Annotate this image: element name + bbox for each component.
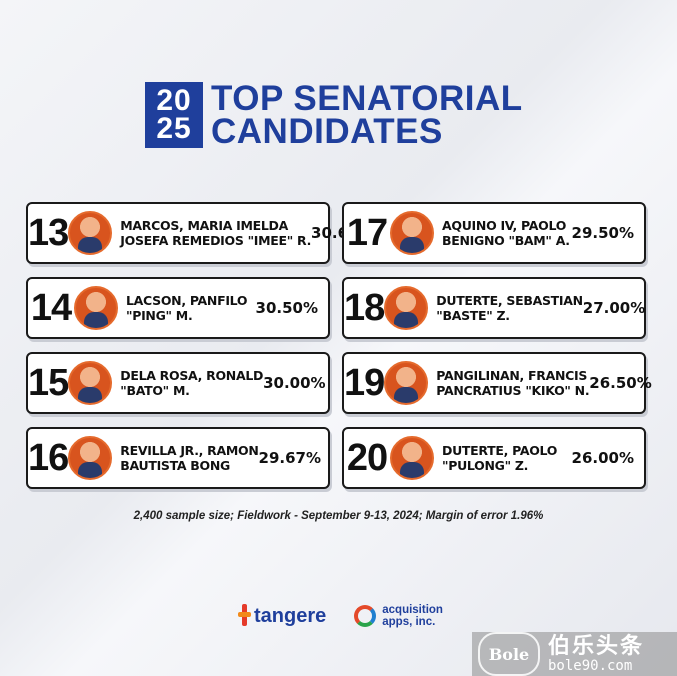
- rank-number: 19: [344, 361, 385, 404]
- watermark-text: 伯乐头条 bole90.com: [548, 633, 645, 675]
- name-line-2: BAUTISTA BONG: [120, 458, 230, 473]
- candidate-name: MARCOS, MARIA IMELDA JOSEFA REMEDIOS "IM…: [120, 218, 311, 248]
- survey-footnote: 2,400 sample size; Fieldwork - September…: [133, 510, 544, 522]
- rank-number: 13: [28, 211, 69, 254]
- candidate-card: 19 PANGILINAN, FRANCIS PANCRATIUS "KIKO"…: [342, 352, 652, 414]
- page-title: TOP SENATORIAL CANDIDATES: [211, 79, 523, 151]
- candidate-name: PANGILINAN, FRANCIS PANCRATIUS "KIKO" N.: [436, 368, 589, 398]
- watermark: Bole 伯乐头条 bole90.com: [472, 632, 677, 676]
- name-line-2: "PULONG" Z.: [442, 458, 529, 473]
- name-line-1: REVILLA JR., RAMON: [120, 443, 259, 458]
- percent-value: 29.50%: [571, 224, 634, 242]
- avatar: [68, 211, 113, 255]
- avatar: [384, 361, 429, 405]
- percent-value: 27.00%: [582, 299, 646, 317]
- avatar: [68, 436, 113, 480]
- percent-value: 29.67%: [258, 449, 321, 467]
- candidate-card: 18 DUTERTE, SEBASTIAN "BASTE" Z. 27.00%: [342, 277, 646, 339]
- name-line-2: "BASTE" Z.: [436, 308, 510, 323]
- name-line-2: PANCRATIUS "KIKO" N.: [436, 383, 590, 398]
- percent-value: 30.00%: [263, 374, 326, 392]
- name-line-1: AQUINO IV, PAOLO: [442, 218, 567, 233]
- rank-number: 18: [344, 286, 385, 329]
- avatar: [390, 211, 434, 255]
- year-badge: 20 25: [145, 82, 203, 148]
- rank-number: 15: [28, 361, 69, 404]
- sponsor-logos: tangere acquisition apps, inc.: [238, 604, 443, 628]
- percent-value: 26.00%: [571, 449, 634, 467]
- rank-number: 17: [346, 211, 388, 254]
- name-line-1: LACSON, PANFILO: [126, 293, 248, 308]
- avatar: [390, 436, 434, 480]
- year-top: 20: [156, 84, 192, 117]
- title-block: 20 25 TOP SENATORIAL CANDIDATES: [145, 79, 523, 151]
- candidate-name: LACSON, PANFILO "PING" M.: [126, 293, 256, 323]
- name-line-1: DUTERTE, PAOLO: [442, 443, 558, 458]
- watermark-url: bole90.com: [548, 658, 633, 674]
- name-line-1: PANGILINAN, FRANCIS: [436, 368, 588, 383]
- avatar: [384, 286, 429, 330]
- watermark-chinese: 伯乐头条: [548, 633, 645, 658]
- candidate-card: 16 REVILLA JR., RAMON BAUTISTA BONG 29.6…: [26, 427, 330, 489]
- acquisition-apps-logo-text: acquisition apps, inc.: [382, 604, 443, 628]
- tangere-logo-icon: [238, 604, 252, 628]
- name-line-2: "PING" M.: [126, 308, 193, 323]
- name-line-1: DELA ROSA, RONALD: [120, 368, 264, 383]
- rank-number: 16: [28, 436, 69, 479]
- name-line-2: JOSEFA REMEDIOS "IMEE" R.: [120, 233, 312, 248]
- name-line-2: "BATO" M.: [120, 383, 190, 398]
- tangere-logo-text: tangere: [254, 604, 327, 627]
- title-line-2: CANDIDATES: [211, 112, 443, 151]
- year-bottom: 25: [156, 112, 192, 145]
- candidate-name: DELA ROSA, RONALD "BATO" M.: [120, 368, 263, 398]
- name-line-1: MARCOS, MARIA IMELDA: [120, 218, 288, 233]
- title-line-1: TOP SENATORIAL: [211, 79, 523, 118]
- candidate-card: 14 LACSON, PANFILO "PING" M. 30.50%: [26, 277, 330, 339]
- name-line-1: DUTERTE, SEBASTIAN: [436, 293, 583, 308]
- avatar: [68, 361, 113, 405]
- avatar: [74, 286, 118, 330]
- candidate-card: 20 DUTERTE, PAOLO "PULONG" Z. 26.00%: [342, 427, 646, 489]
- rank-number: 20: [346, 436, 388, 479]
- candidate-card: 17 AQUINO IV, PAOLO BENIGNO "BAM" A. 29.…: [342, 202, 646, 264]
- candidate-name: AQUINO IV, PAOLO BENIGNO "BAM" A.: [442, 218, 572, 248]
- acquisition-apps-logo-icon: [354, 605, 377, 627]
- watermark-logo: Bole: [478, 632, 540, 676]
- percent-value: 30.50%: [255, 299, 318, 317]
- rank-number: 14: [30, 286, 72, 329]
- percent-value: 26.50%: [589, 374, 652, 392]
- candidate-card: 13 MARCOS, MARIA IMELDA JOSEFA REMEDIOS …: [26, 202, 374, 264]
- candidate-card: 15 DELA ROSA, RONALD "BATO" M. 30.00%: [26, 352, 330, 414]
- candidate-name: DUTERTE, SEBASTIAN "BASTE" Z.: [436, 293, 583, 323]
- name-line-2: BENIGNO "BAM" A.: [442, 233, 570, 248]
- acquisition-line-2: apps, inc.: [382, 616, 436, 628]
- candidate-name: REVILLA JR., RAMON BAUTISTA BONG: [120, 443, 259, 473]
- acquisition-line-1: acquisition: [382, 604, 443, 616]
- candidate-name: DUTERTE, PAOLO "PULONG" Z.: [442, 443, 572, 473]
